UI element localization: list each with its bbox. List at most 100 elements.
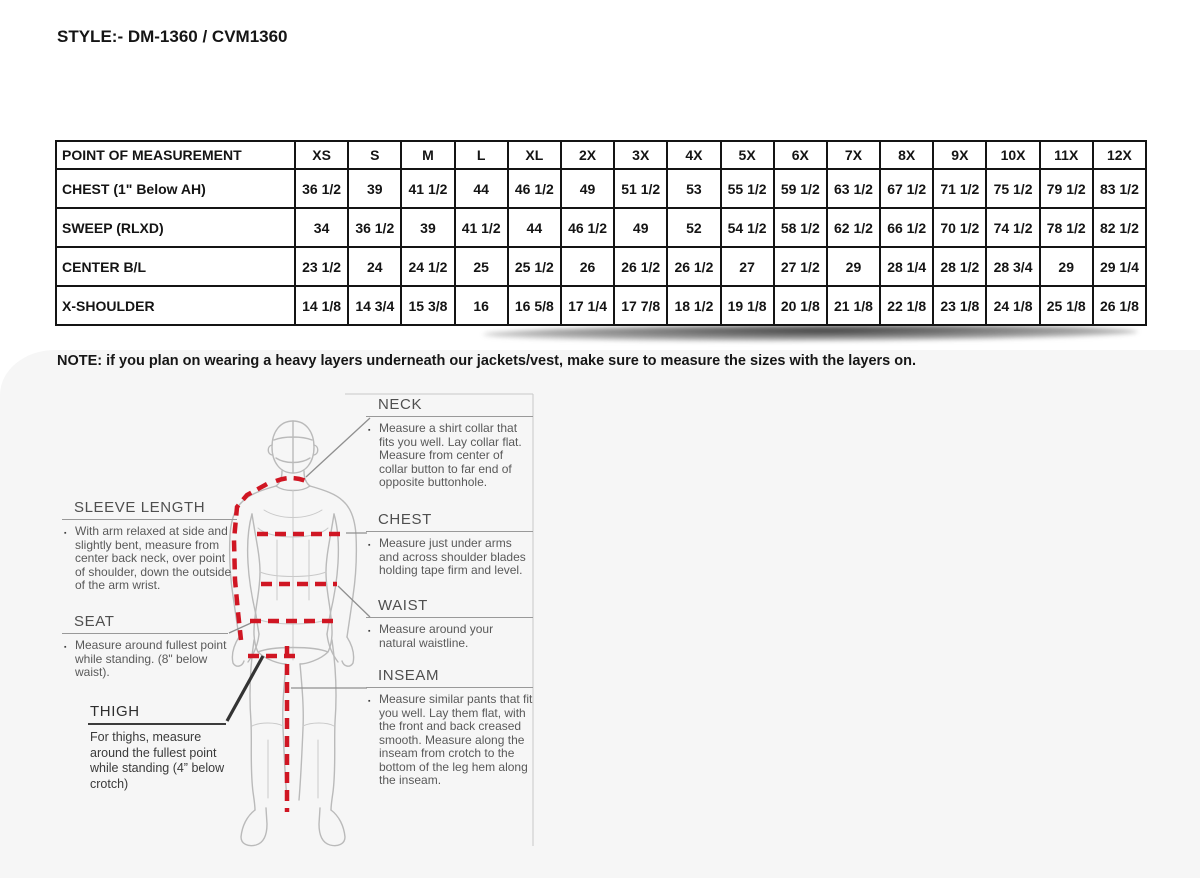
size-cell: 16 5/8	[506, 285, 562, 326]
bullet-icon: ▪	[64, 644, 67, 651]
col-header-size: 12X	[1091, 140, 1148, 170]
size-cell: 46 1/2	[559, 207, 616, 248]
guide-section-thigh: THIGH For thighs, measure around the ful…	[88, 703, 226, 792]
size-cell: 79 1/2	[1038, 168, 1094, 209]
table-row: X-SHOULDER 14 1/8 14 3/4 15 3/8 16 16 5/8 17 1…	[55, 285, 1148, 326]
size-cell: 28 1/2	[932, 246, 988, 287]
size-cell: 27	[719, 246, 775, 287]
size-cell: 52	[666, 207, 722, 248]
size-cell: 70 1/2	[932, 207, 988, 248]
size-cell: 53	[666, 168, 722, 209]
size-cell: 29	[1038, 246, 1094, 287]
size-cell: 14 3/4	[347, 285, 403, 326]
size-cell: 21 1/8	[825, 285, 882, 326]
size-cell: 39	[347, 168, 403, 209]
col-header-size: 3X	[613, 140, 669, 170]
seat-heading: SEAT	[62, 613, 228, 634]
size-cell: 62 1/2	[825, 207, 882, 248]
col-header-size: M	[400, 140, 456, 170]
size-cell: 24 1/2	[400, 246, 456, 287]
size-cell: 26	[559, 246, 616, 287]
col-header-label: POINT OF MEASUREMENT	[55, 140, 296, 170]
size-cell: 78 1/2	[1038, 207, 1094, 248]
row-label: CENTER B/L	[55, 246, 296, 287]
table-row: SWEEP (RLXD) 34 36 1/2 39 41 1/2 44 46 1/2 49 52…	[55, 207, 1148, 248]
row-label: CHEST (1" Below AH)	[55, 168, 296, 209]
size-cell: 39	[400, 207, 456, 248]
size-cell: 58 1/2	[772, 207, 828, 248]
size-cell: 23 1/8	[932, 285, 988, 326]
size-cell: 44	[506, 207, 562, 248]
col-header-size: 7X	[825, 140, 882, 170]
size-cell: 26 1/8	[1091, 285, 1148, 326]
col-header-size: 5X	[719, 140, 775, 170]
size-cell: 18 1/2	[666, 285, 722, 326]
sleeve-length-heading: SLEEVE LENGTH	[62, 499, 237, 520]
size-cell: 16	[453, 285, 509, 326]
size-cell: 20 1/8	[772, 285, 828, 326]
row-label: X-SHOULDER	[55, 285, 296, 326]
size-cell: 66 1/2	[879, 207, 935, 248]
chest-heading: CHEST	[366, 511, 533, 532]
size-cell: 28 1/4	[879, 246, 935, 287]
size-cell: 36 1/2	[347, 207, 403, 248]
size-cell: 54 1/2	[719, 207, 775, 248]
size-cell: 25 1/2	[506, 246, 562, 287]
guide-section-waist: WAIST ▪ Measure around your natural waist…	[366, 597, 533, 650]
size-cell: 22 1/8	[879, 285, 935, 326]
guide-section-chest: CHEST ▪ Measure just under arms and acros…	[366, 511, 533, 578]
col-header-size: 9X	[932, 140, 988, 170]
size-cell: 34	[293, 207, 350, 248]
inseam-heading: INSEAM	[366, 667, 533, 688]
size-cell: 15 3/8	[400, 285, 456, 326]
size-cell: 23 1/2	[293, 246, 350, 287]
bullet-icon: ▪	[368, 542, 371, 549]
col-header-size: 11X	[1038, 140, 1094, 170]
bullet-icon: ▪	[368, 628, 371, 635]
size-table-body: CHEST (1" Below AH) 36 1/2 39 41 1/2 44 46 1/…	[55, 168, 1148, 326]
size-cell: 49	[559, 168, 616, 209]
col-header-size: 6X	[772, 140, 828, 170]
size-cell: 44	[453, 168, 509, 209]
size-cell: 36 1/2	[293, 168, 350, 209]
thigh-heading: THIGH	[88, 703, 226, 725]
size-cell: 19 1/8	[719, 285, 775, 326]
size-cell: 49	[613, 207, 669, 248]
col-header-size: XL	[506, 140, 562, 170]
size-cell: 26 1/2	[666, 246, 722, 287]
size-cell: 67 1/2	[879, 168, 935, 209]
size-cell: 63 1/2	[825, 168, 882, 209]
guide-section-inseam: INSEAM ▪ Measure similar pants that fit y…	[366, 667, 533, 788]
neck-heading: NECK	[366, 396, 533, 417]
col-header-size: XS	[293, 140, 350, 170]
note-text: NOTE: if you plan on wearing a heavy lay…	[57, 353, 917, 369]
col-header-size: 4X	[666, 140, 722, 170]
size-cell: 29 1/4	[1091, 246, 1148, 287]
scan-shadow-artifact	[482, 323, 1139, 343]
thigh-instructions: For thighs, measure around the fullest p…	[90, 730, 225, 791]
size-table: POINT OF MEASUREMENT XS S M L XL 2X 3X 4X 5X 6X 7X 8…	[55, 140, 1148, 326]
size-cell: 17 1/4	[559, 285, 616, 326]
size-cell: 71 1/2	[932, 168, 988, 209]
guide-section-sleeve-length: SLEEVE LENGTH ▪ With arm relaxed at side …	[62, 499, 237, 593]
size-cell: 55 1/2	[719, 168, 775, 209]
col-header-size: 8X	[879, 140, 935, 170]
row-label: SWEEP (RLXD)	[55, 207, 296, 248]
bullet-icon: ▪	[368, 698, 371, 705]
bullet-icon: ▪	[368, 427, 371, 434]
sleeve-length-instructions: With arm relaxed at side and slightly be…	[75, 524, 232, 592]
size-cell: 46 1/2	[506, 168, 562, 209]
scan-background-tint	[0, 350, 1200, 878]
bullet-icon: ▪	[64, 530, 67, 537]
size-cell: 83 1/2	[1091, 168, 1148, 209]
table-row: CENTER B/L 23 1/2 24 24 1/2 25 25 1/2 26 26 1/2…	[55, 246, 1148, 287]
size-cell: 17 7/8	[613, 285, 669, 326]
neck-instructions: Measure a shirt collar that fits you wel…	[379, 421, 522, 489]
seat-instructions: Measure around fullest point while stand…	[75, 638, 227, 679]
size-table-header-row: POINT OF MEASUREMENT XS S M L XL 2X 3X 4X 5X 6X 7X 8…	[55, 140, 1148, 170]
size-cell: 24	[347, 246, 403, 287]
waist-heading: WAIST	[366, 597, 533, 618]
col-header-size: 10X	[985, 140, 1041, 170]
size-cell: 51 1/2	[613, 168, 669, 209]
